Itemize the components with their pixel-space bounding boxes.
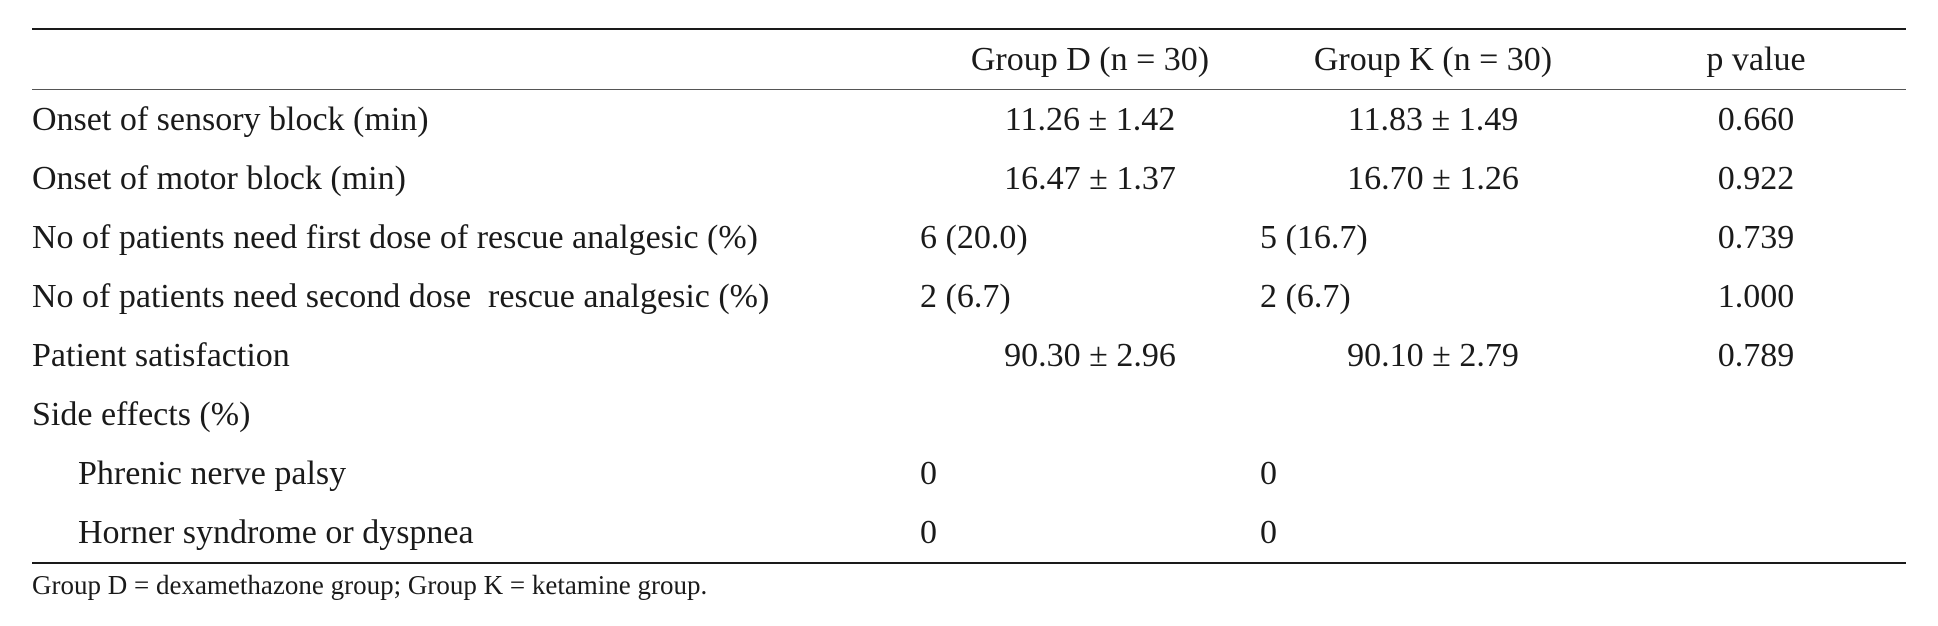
p-value: 1.000 <box>1717 277 1795 315</box>
group-k-value: 16.70 ± 1.26 <box>1347 159 1519 197</box>
p-value <box>1606 385 1906 444</box>
p-value <box>1606 444 1906 503</box>
table-row: No of patients need first dose of rescue… <box>32 208 1906 267</box>
table-row: Patient satisfaction 90.30 ± 2.96 90.10 … <box>32 326 1906 385</box>
row-label: Patient satisfaction <box>32 336 290 374</box>
group-k-value <box>1260 385 1606 444</box>
group-k-value: 11.83 ± 1.49 <box>1347 100 1519 138</box>
table-footnote: Group D = dexamethazone group; Group K =… <box>32 570 708 600</box>
header-p-value: p value <box>1706 40 1806 78</box>
header-empty <box>32 30 920 89</box>
table-bottom-rule <box>32 562 1906 564</box>
results-table-body: Onset of sensory block (min) 11.26 ± 1.4… <box>32 90 1906 562</box>
row-label: Horner syndrome or dyspnea <box>78 513 474 551</box>
group-d-value: 2 (6.7) <box>920 277 1011 315</box>
row-label: Onset of motor block (min) <box>32 159 406 197</box>
p-value: 0.739 <box>1717 218 1795 256</box>
group-d-value: 11.26 ± 1.42 <box>1004 100 1176 138</box>
group-k-value: 5 (16.7) <box>1260 218 1368 256</box>
table-row: Onset of motor block (min) 16.47 ± 1.37 … <box>32 149 1906 208</box>
group-d-value: 6 (20.0) <box>920 218 1028 256</box>
group-k-value: 0 <box>1260 513 1277 551</box>
group-k-value: 0 <box>1260 454 1277 492</box>
group-k-value: 90.10 ± 2.79 <box>1347 336 1519 374</box>
table-row: Side effects (%) <box>32 385 1906 444</box>
row-label: Side effects (%) <box>32 395 251 433</box>
results-table: Group D (n = 30) Group K (n = 30) p valu… <box>32 30 1906 89</box>
p-value: 0.922 <box>1717 159 1795 197</box>
header-divider-rule <box>32 89 1906 90</box>
table-row: Horner syndrome or dyspnea 0 0 <box>32 503 1906 562</box>
group-d-value: 16.47 ± 1.37 <box>1004 159 1176 197</box>
group-d-value <box>920 385 1260 444</box>
group-d-value: 90.30 ± 2.96 <box>1004 336 1176 374</box>
table-row: Onset of sensory block (min) 11.26 ± 1.4… <box>32 90 1906 149</box>
header-group-k: Group K (n = 30) <box>1313 40 1553 78</box>
row-label: Phrenic nerve palsy <box>78 454 347 492</box>
table-row: Phrenic nerve palsy 0 0 <box>32 444 1906 503</box>
row-label: No of patients need first dose of rescue… <box>32 218 759 256</box>
p-value: 0.789 <box>1717 336 1795 374</box>
table-top-rule <box>32 28 1906 30</box>
p-value <box>1606 503 1906 562</box>
group-d-value: 0 <box>920 454 937 492</box>
table-header-row: Group D (n = 30) Group K (n = 30) p valu… <box>32 30 1906 89</box>
group-k-value: 2 (6.7) <box>1260 277 1351 315</box>
group-d-value: 0 <box>920 513 937 551</box>
results-table-container: Group D (n = 30) Group K (n = 30) p valu… <box>32 28 1906 564</box>
p-value: 0.660 <box>1717 100 1795 138</box>
row-label: No of patients need second dose rescue a… <box>32 277 770 315</box>
row-label: Onset of sensory block (min) <box>32 100 429 138</box>
table-row: No of patients need second dose rescue a… <box>32 267 1906 326</box>
header-group-d: Group D (n = 30) <box>970 40 1210 78</box>
